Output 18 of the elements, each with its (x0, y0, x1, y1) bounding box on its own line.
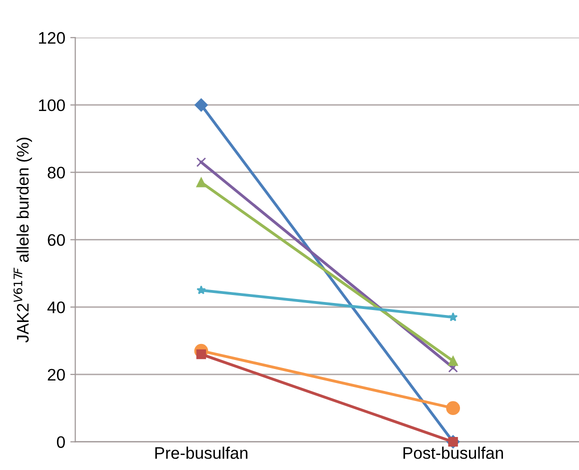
x-tick-label: Pre-busulfan (155, 446, 248, 459)
point (448, 362, 458, 373)
point (448, 356, 458, 366)
y-tick-label: 40 (47, 301, 65, 314)
y-tick-label: 0 (56, 436, 65, 448)
y-tick-label: 80 (48, 166, 65, 179)
x-tick-label: Post-busulfan (403, 446, 503, 459)
point (446, 401, 460, 416)
point (196, 157, 206, 168)
y-tick-label: 60 (48, 234, 65, 246)
y-axis-title: JAK2$^{V617F}$ allele burden (%) (14, 138, 32, 343)
y-tick-label: 120 (39, 32, 65, 44)
point (196, 285, 206, 294)
y-tick-label: 100 (39, 99, 65, 112)
point (448, 312, 458, 322)
point (196, 178, 206, 188)
y-tick-label: 20 (48, 368, 65, 381)
point (194, 98, 208, 112)
